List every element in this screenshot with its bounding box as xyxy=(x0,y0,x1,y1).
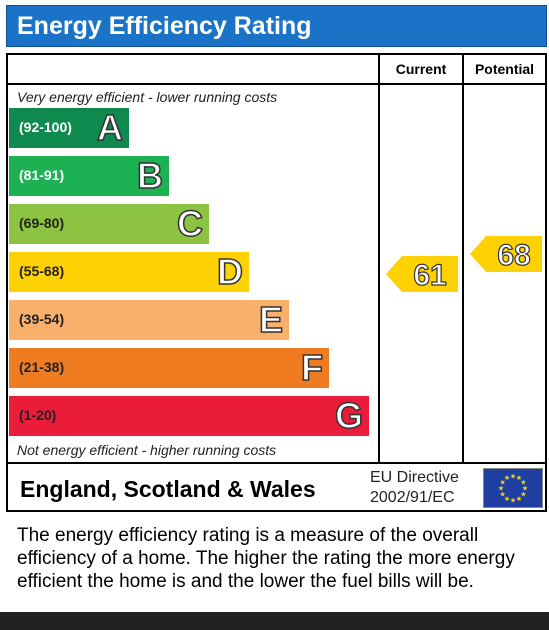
inefficient-note: Not energy efficient - higher running co… xyxy=(17,442,277,458)
page-title: Energy Efficiency Rating xyxy=(17,12,312,40)
description-text: The energy efficiency rating is a measur… xyxy=(17,525,515,592)
star-icon: ★ xyxy=(522,485,528,493)
efficient-note: Very energy efficient - lower running co… xyxy=(17,89,278,105)
band-range-label: (69-80) xyxy=(19,215,65,231)
band-letter-label: B xyxy=(136,155,164,197)
band-range-label: (55-68) xyxy=(19,263,65,279)
epc-page: Energy Efficiency Rating Current Potenti… xyxy=(0,0,549,612)
band-a: (92-100) A xyxy=(9,107,129,149)
eu-flag-icon: ★ ★ ★ ★ ★ ★ ★ ★ ★ ★ ★ ★ xyxy=(483,468,543,508)
bottom-bar xyxy=(0,612,549,630)
potential-column-header: Potential xyxy=(474,61,535,77)
band-b: (81-91) B xyxy=(9,155,169,197)
band-range-label: (39-54) xyxy=(19,311,65,327)
potential-rating-arrow-shape xyxy=(470,236,542,272)
region-label: England, Scotland & Wales xyxy=(20,476,316,502)
star-icon: ★ xyxy=(510,497,516,505)
band-range-label: (1-20) xyxy=(19,407,57,423)
star-icon: ★ xyxy=(499,479,505,487)
band-range-label: (92-100) xyxy=(19,119,72,135)
directive-line-1: EU Directive xyxy=(370,469,459,486)
star-icon: ★ xyxy=(520,491,526,499)
star-icon: ★ xyxy=(498,485,504,493)
header-divider xyxy=(8,83,545,85)
band-f: (21-38) F xyxy=(9,347,329,389)
column-divider-current xyxy=(378,55,380,462)
band-letter-label: G xyxy=(334,395,364,437)
rating-table: Current Potential Very energy efficient … xyxy=(6,53,547,464)
band-c: (69-80) C xyxy=(9,203,209,245)
star-icon: ★ xyxy=(504,495,510,503)
band-letter-label: A xyxy=(96,107,124,149)
band-letter-label: D xyxy=(216,251,244,293)
current-rating-arrow-shape xyxy=(386,256,458,292)
band-range-label: (81-91) xyxy=(19,167,65,183)
star-icon: ★ xyxy=(499,491,505,499)
star-icon: ★ xyxy=(510,473,516,481)
star-icon: ★ xyxy=(520,479,526,487)
column-divider-potential xyxy=(462,55,464,462)
band-e: (39-54) E xyxy=(9,299,289,341)
star-icon: ★ xyxy=(504,474,510,482)
current-rating-arrow: 61 xyxy=(386,256,458,293)
band-g: (1-20) G xyxy=(9,395,369,437)
header-bar: Energy Efficiency Rating xyxy=(6,5,547,47)
star-icon: ★ xyxy=(516,474,522,482)
current-rating-arrow-label: 61 xyxy=(413,259,446,292)
band-d: (55-68) D xyxy=(9,251,249,293)
band-letter-label: E xyxy=(258,299,284,341)
current-column-header: Current xyxy=(395,61,447,77)
eu-stars: ★★★★★★★★★ ★ ★★ xyxy=(498,473,528,505)
star-icon: ★ xyxy=(516,495,522,503)
directive-line-2: 2002/91/EC xyxy=(370,489,455,506)
band-letter-label: C xyxy=(176,203,204,245)
potential-rating-arrow: 68 xyxy=(470,236,542,273)
footer-panel: England, Scotland & Wales EU Directive 2… xyxy=(6,462,547,512)
band-range-label: (21-38) xyxy=(19,359,65,375)
eu-directive: EU Directive 2002/91/EC xyxy=(370,468,459,508)
band-letter-label: F xyxy=(300,347,324,389)
potential-rating-arrow-label: 68 xyxy=(497,239,530,272)
